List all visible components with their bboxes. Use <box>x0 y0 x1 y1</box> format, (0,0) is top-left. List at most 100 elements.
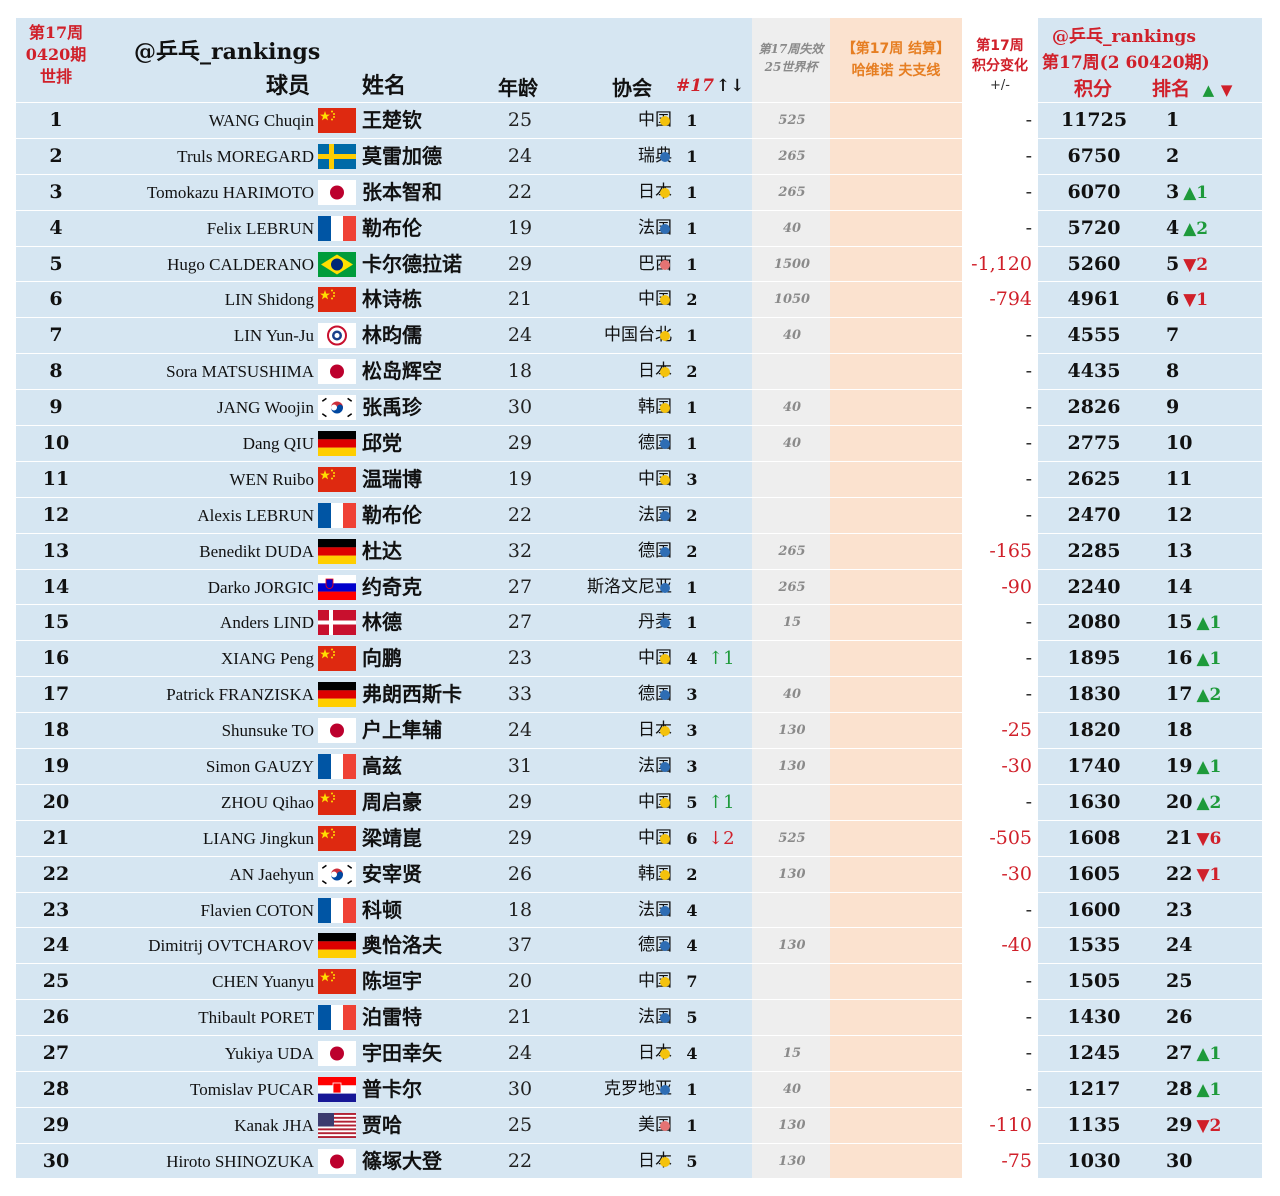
points: 1895 <box>1067 647 1121 670</box>
player-name-zh: 宇田幸矢 <box>362 1041 442 1066</box>
points-change: - <box>1025 144 1032 167</box>
player-name-zh: 张禹珍 <box>362 395 422 420</box>
table-row: 23 Flavien COTON 科顿 18 法国 4 - 1600 23 <box>16 891 1262 928</box>
chinese-taipei-flag-icon <box>318 323 356 349</box>
rank-movement: ▲1 <box>1183 182 1209 203</box>
table-row: 21 LIANG Jingkun 梁靖崑 29 中国 6 ↓2 525 -505… <box>16 819 1262 856</box>
national-rank: 5 <box>686 792 698 812</box>
player-name-en: Kanak JHA <box>234 1115 314 1135</box>
national-rank: 1 <box>686 146 698 166</box>
points-change: -75 <box>1001 1149 1032 1172</box>
association-dot-icon <box>660 223 670 234</box>
world-rank: 12 <box>42 503 70 526</box>
association: 斯洛文尼亚 <box>587 576 672 597</box>
player-name-en: Alexis LEBRUN <box>197 505 314 525</box>
new-rank: 12 <box>1166 498 1196 533</box>
points: 4961 <box>1067 288 1121 311</box>
player-age: 22 <box>507 503 533 526</box>
new-rank: 1 <box>1166 103 1183 138</box>
points-change: -1,120 <box>971 252 1032 275</box>
new-rank-value: 15 <box>1166 611 1193 634</box>
rank-movement: ▲1 <box>1196 757 1222 778</box>
table-row: 26 Thibault PORET 泊雷特 21 法国 5 - 1430 26 <box>16 999 1262 1035</box>
change-column-bg <box>962 18 1038 1178</box>
worldcup-lost-points <box>752 785 832 820</box>
table-row: 30 Hiroto SHINOZUKA 篠塚大登 22 日本 5 130 -75… <box>16 1142 1262 1179</box>
new-rank: 18 <box>1166 713 1196 748</box>
new-rank: 11 <box>1166 462 1196 497</box>
worldcup-lost-points <box>752 498 832 533</box>
points: 4435 <box>1067 360 1121 383</box>
table-row: 25 CHEN Yuanyu 陈垣宇 20 中国 7 - 1505 25 <box>16 963 1262 999</box>
new-rank-value: 20 <box>1166 790 1193 813</box>
week-label-line1: 第17周 <box>28 23 84 42</box>
new-rank-value: 13 <box>1166 539 1193 562</box>
player-name-en: Patrick FRANZISKA <box>166 685 314 705</box>
association-dot-icon <box>660 905 670 916</box>
points: 5720 <box>1067 216 1121 239</box>
new-rank-value: 10 <box>1166 432 1193 455</box>
player-age: 27 <box>507 611 533 634</box>
col-name-header: 姓名 <box>362 74 407 99</box>
points-change: - <box>1025 1078 1032 1101</box>
china-flag-icon <box>318 108 356 133</box>
world-rank: 2 <box>49 144 63 167</box>
world-rank: 30 <box>42 1149 70 1172</box>
new-rank: 27 ▲1 <box>1166 1036 1221 1071</box>
national-rank: 1 <box>686 326 698 346</box>
worldcup-lost-points: 15 <box>782 615 802 631</box>
points: 1245 <box>1067 1042 1121 1065</box>
player-name-zh: 弗朗西斯卡 <box>362 682 462 707</box>
table-row: 7 LIN Yun-Ju 林昀儒 24 中国台北 1 40 - 4555 7 <box>16 317 1262 353</box>
table-row: 1 WANG Chuqin 王楚钦 25 中国 1 525 - 11725 1 <box>16 102 1262 138</box>
national-rank-change: ↑1 <box>708 648 735 670</box>
new-rank-value: 17 <box>1166 683 1193 706</box>
new-rank: 24 <box>1166 928 1196 963</box>
association-dot-icon <box>660 726 670 737</box>
event-line1: 【第17周 结算】 <box>841 41 951 57</box>
worldcup-lost-points: 130 <box>778 723 806 739</box>
player-name-en: WANG Chuqin <box>208 111 314 130</box>
worldcup-lost-points: 265 <box>778 543 806 559</box>
player-name-en: Hugo CALDERANO <box>167 254 314 274</box>
new-rank-value: 22 <box>1166 862 1193 885</box>
denmark-flag-icon <box>318 610 356 636</box>
table-row: 9 JANG Woojin 张禹珍 30 韩国 1 40 - 2826 9 <box>16 389 1262 425</box>
points: 2826 <box>1067 396 1121 419</box>
worldcup-lost-points <box>752 964 832 999</box>
new-rank: 13 <box>1166 534 1196 569</box>
new-rank-value: 14 <box>1166 575 1193 598</box>
player-name-zh: 安宰贤 <box>362 861 422 886</box>
new-rank-value: 9 <box>1166 396 1180 419</box>
rank-movement: ▲2 <box>1183 218 1209 239</box>
table-row: 20 ZHOU Qihao 周启豪 29 中国 5 ↑1 - 1630 20 ▲2 <box>16 783 1262 820</box>
worldcup-lost-points <box>752 354 832 389</box>
germany-flag-icon <box>318 933 356 959</box>
new-rank: 29 ▼2 <box>1166 1108 1221 1143</box>
player-age: 18 <box>507 898 533 921</box>
association-dot-icon <box>660 690 670 701</box>
player-age: 27 <box>507 575 533 598</box>
japan-flag-icon <box>318 1148 356 1174</box>
rank-movement: ▼2 <box>1183 254 1209 275</box>
association-dot-icon <box>660 439 670 450</box>
association-dot-icon <box>660 259 670 270</box>
new-rank: 15 ▲1 <box>1166 605 1221 640</box>
points-change: -25 <box>1001 719 1032 742</box>
col-change-header: 第17周 积分变化 +/- <box>962 36 1038 96</box>
points: 1217 <box>1067 1078 1121 1101</box>
new-rank-value: 16 <box>1166 647 1193 670</box>
world-rank: 21 <box>42 826 70 849</box>
worldcup-lost-points: 130 <box>778 759 806 775</box>
association-dot-icon <box>660 295 670 306</box>
week-label-line2: 0420期 <box>25 45 87 64</box>
player-name-zh: 高兹 <box>362 754 402 779</box>
worldcup-lost-points <box>752 1000 832 1035</box>
player-age: 24 <box>507 144 533 167</box>
new-rank-value: 19 <box>1166 755 1193 778</box>
player-age: 24 <box>507 1042 533 1065</box>
table-row: 14 Darko JORGIC 约奇克 27 斯洛文尼亚 1 265 -90 2… <box>16 568 1262 605</box>
player-age: 21 <box>507 288 533 311</box>
world-rank: 4 <box>49 216 63 239</box>
player-age: 31 <box>507 755 533 778</box>
